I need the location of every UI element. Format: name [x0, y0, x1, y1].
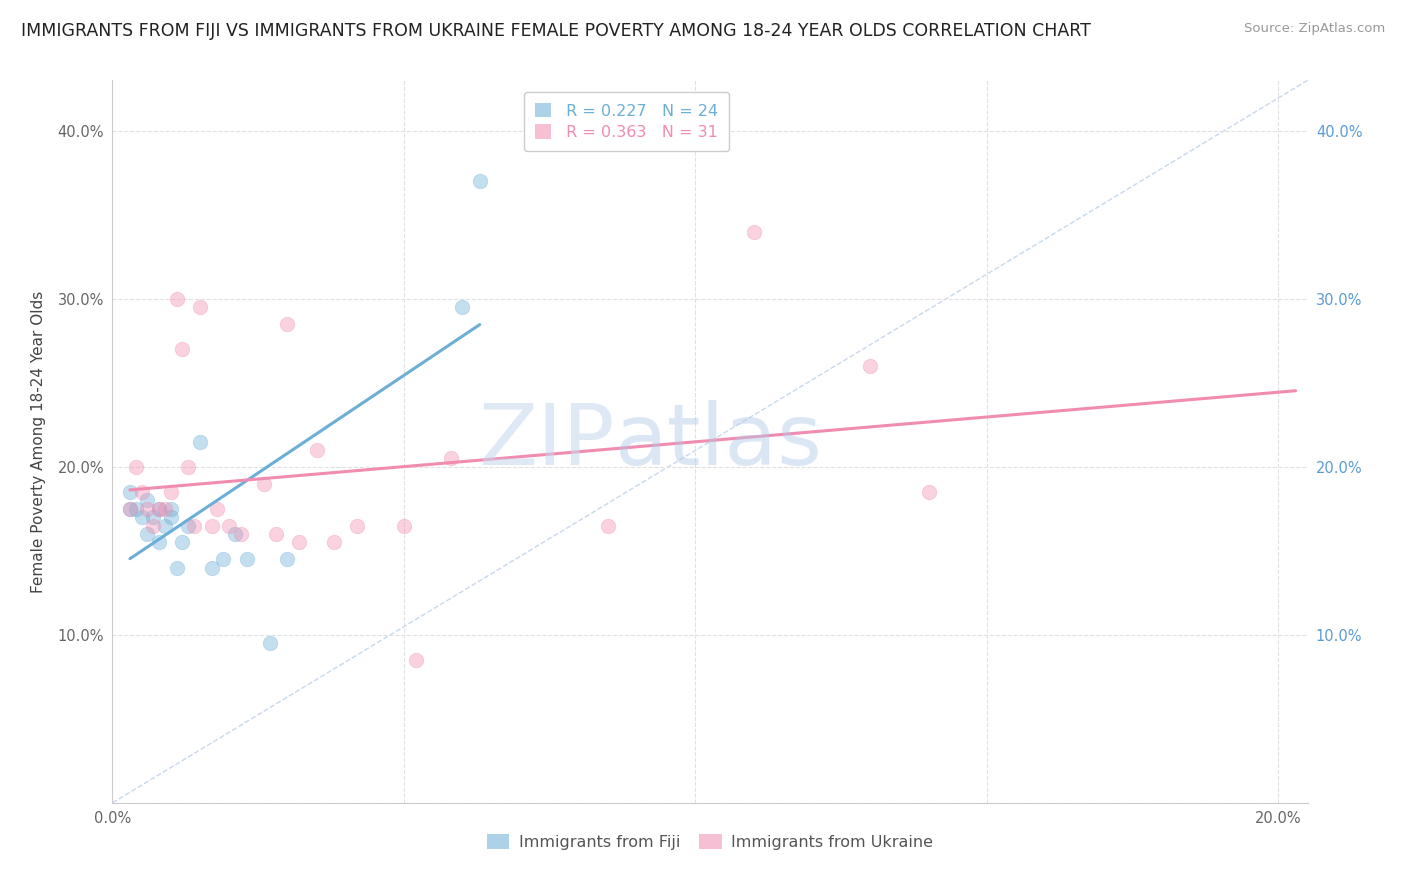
Text: Source: ZipAtlas.com: Source: ZipAtlas.com — [1244, 22, 1385, 36]
Point — [159, 485, 181, 500]
Point — [166, 292, 188, 306]
Point — [136, 493, 159, 508]
Y-axis label: Female Poverty Among 18-24 Year Olds: Female Poverty Among 18-24 Year Olds — [31, 291, 46, 592]
Point — [288, 535, 311, 549]
Point — [148, 501, 170, 516]
Point — [142, 518, 165, 533]
Point — [153, 501, 176, 516]
Point — [153, 518, 176, 533]
Point — [305, 442, 328, 457]
Text: atlas: atlas — [614, 400, 823, 483]
Point — [142, 510, 165, 524]
Point — [253, 476, 276, 491]
Point — [451, 300, 474, 314]
Point — [207, 501, 229, 516]
Point — [596, 518, 619, 533]
Point — [224, 527, 246, 541]
Text: IMMIGRANTS FROM FIJI VS IMMIGRANTS FROM UKRAINE FEMALE POVERTY AMONG 18-24 YEAR : IMMIGRANTS FROM FIJI VS IMMIGRANTS FROM … — [21, 22, 1091, 40]
Point — [131, 510, 153, 524]
Point — [259, 636, 281, 650]
Point — [118, 501, 141, 516]
Point — [166, 560, 188, 574]
Point — [405, 653, 427, 667]
Point — [439, 451, 461, 466]
Point — [148, 501, 170, 516]
Point — [323, 535, 346, 549]
Point — [235, 552, 257, 566]
Point — [468, 174, 491, 188]
Point — [183, 518, 205, 533]
Point — [276, 317, 298, 331]
Point — [200, 560, 222, 574]
Point — [917, 485, 939, 500]
Point — [859, 359, 882, 373]
Point — [346, 518, 368, 533]
Point — [159, 510, 181, 524]
Point — [218, 518, 240, 533]
Point — [159, 501, 181, 516]
Point — [172, 342, 194, 356]
Point — [136, 501, 159, 516]
Point — [229, 527, 252, 541]
Point — [742, 225, 765, 239]
Point — [177, 518, 200, 533]
Point — [200, 518, 222, 533]
Point — [172, 535, 194, 549]
Point — [125, 459, 148, 474]
Legend: Immigrants from Fiji, Immigrants from Ukraine: Immigrants from Fiji, Immigrants from Uk… — [481, 828, 939, 856]
Point — [148, 535, 170, 549]
Point — [212, 552, 235, 566]
Point — [264, 527, 287, 541]
Point — [392, 518, 415, 533]
Point — [136, 527, 159, 541]
Point — [118, 501, 141, 516]
Point — [188, 434, 211, 449]
Text: ZIP: ZIP — [478, 400, 614, 483]
Point — [125, 501, 148, 516]
Point — [118, 485, 141, 500]
Point — [131, 485, 153, 500]
Point — [177, 459, 200, 474]
Point — [276, 552, 298, 566]
Point — [188, 300, 211, 314]
